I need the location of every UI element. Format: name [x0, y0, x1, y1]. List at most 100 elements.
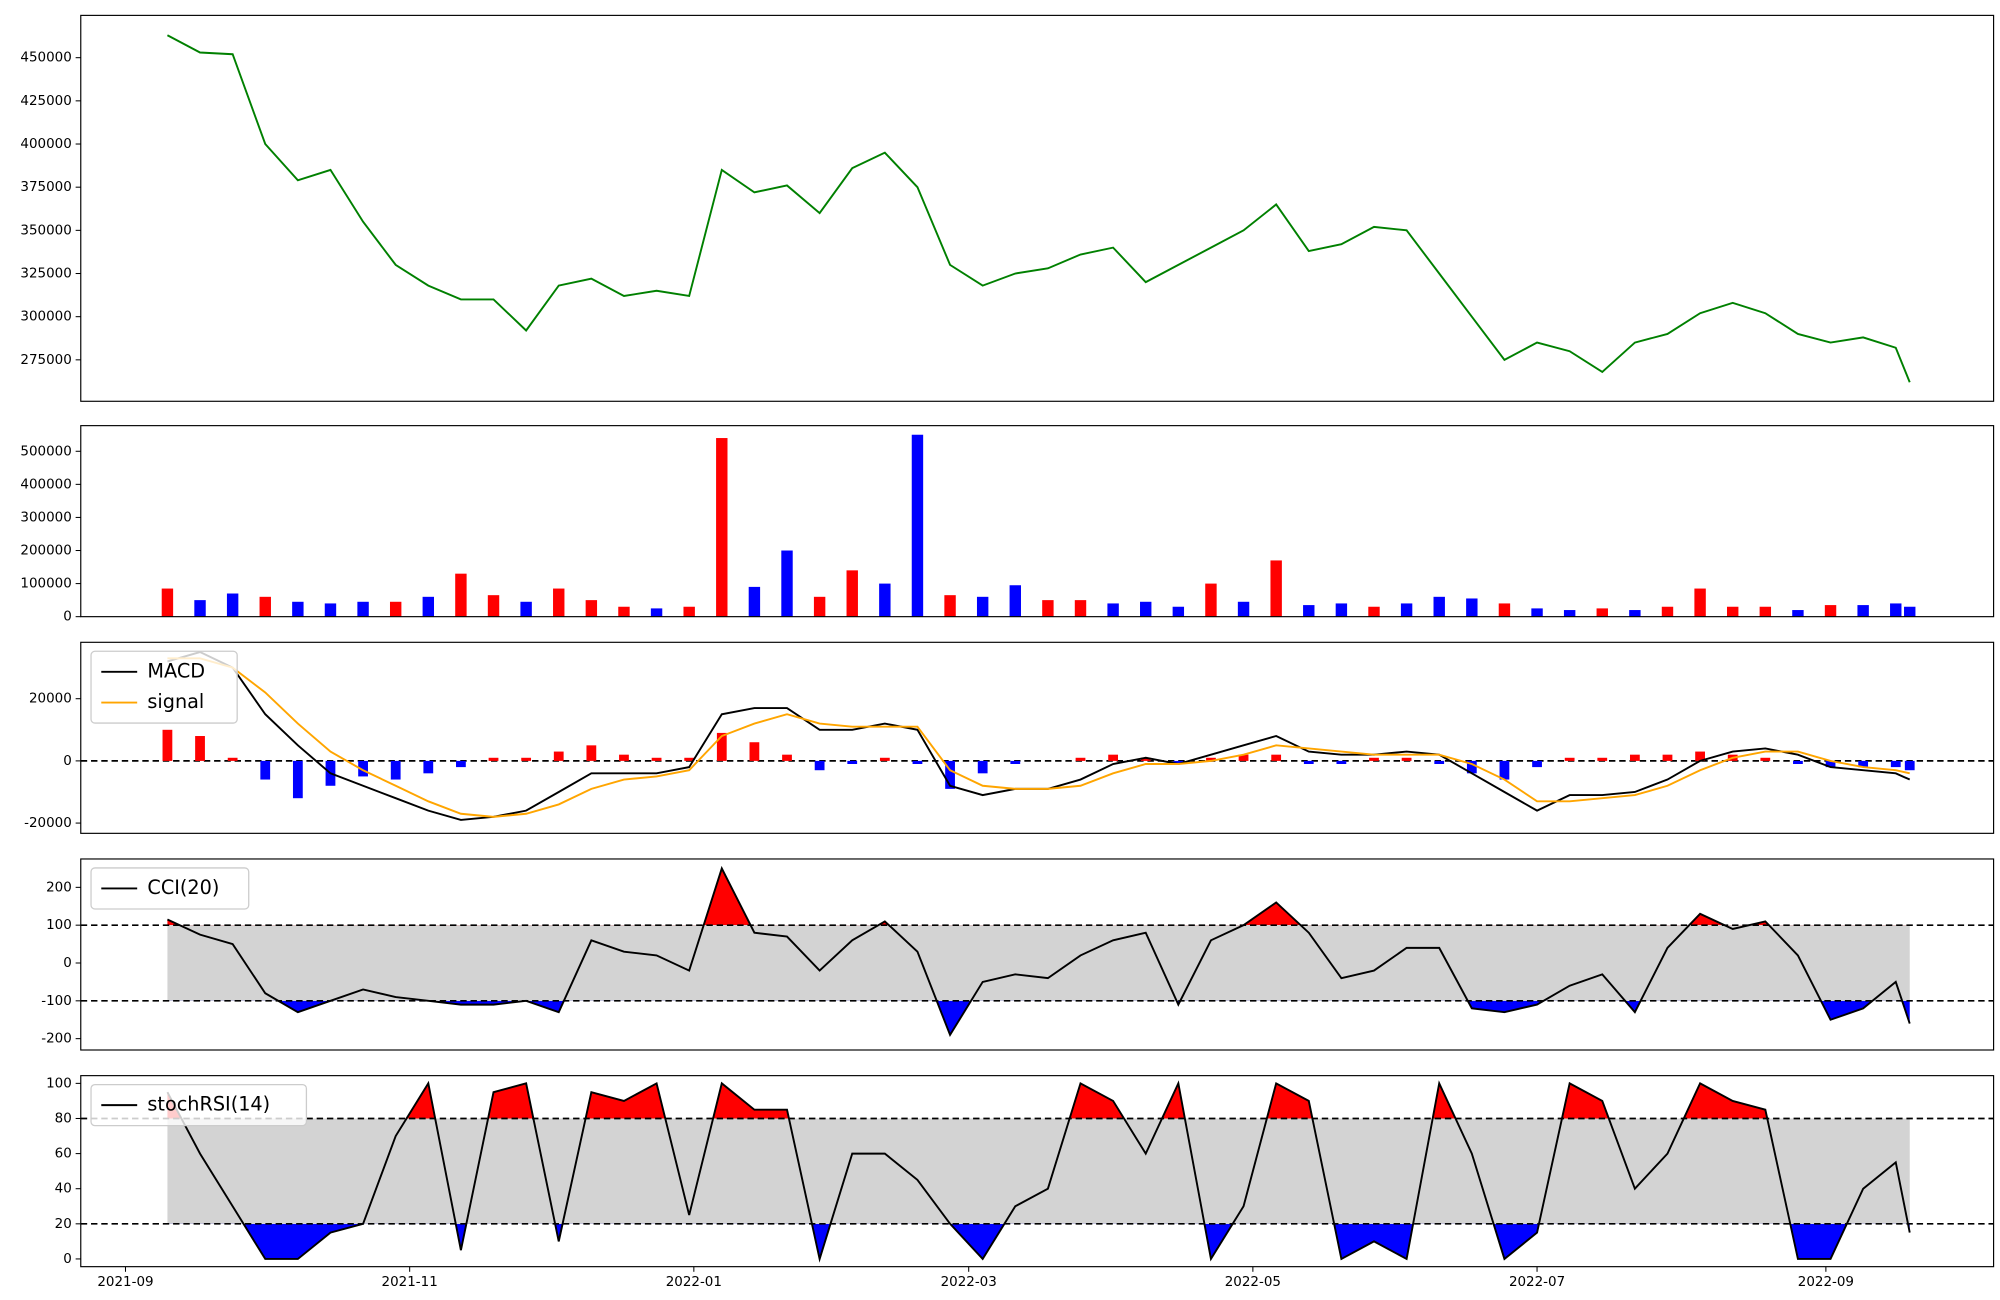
- volume-bar: [1270, 560, 1282, 617]
- volume-bar: [1303, 605, 1315, 617]
- volume-bar: [292, 601, 304, 617]
- volume-bar: [1596, 608, 1608, 617]
- volume-bar: [194, 600, 206, 617]
- histogram-bar: [1532, 760, 1542, 768]
- panel-frame: [80, 641, 1995, 834]
- x-tick-label: 2022-05: [1225, 1275, 1281, 1290]
- volume-bar: [1205, 583, 1217, 617]
- volume-bar: [781, 550, 793, 617]
- y-tick-label: 300000: [20, 510, 71, 525]
- volume-bar: [748, 586, 761, 617]
- volume-bar: [813, 596, 826, 617]
- histogram-bar: [227, 757, 238, 761]
- histogram-bar: [358, 760, 368, 777]
- histogram-bar: [390, 760, 401, 780]
- price-line: [166, 34, 1911, 383]
- y-tick-label: 100: [46, 918, 72, 933]
- histogram-bar: [814, 760, 825, 771]
- volume-bar: [1107, 603, 1119, 617]
- y-tick-label: 80: [55, 1111, 72, 1126]
- indicator-line: [167, 651, 1911, 821]
- volume-bar: [1466, 598, 1478, 617]
- volume-bar: [520, 601, 532, 617]
- histogram-bar: [684, 757, 695, 761]
- legend-box: [90, 1083, 308, 1127]
- volume-bar: [1140, 601, 1152, 617]
- histogram-bar: [162, 729, 173, 761]
- histogram-bar: [716, 732, 727, 761]
- panel-frame: [80, 14, 1995, 402]
- legend: CCI(20): [90, 867, 250, 910]
- plot-area: [80, 865, 1994, 1038]
- histogram-bar: [1793, 760, 1803, 764]
- y-tick-label: 0: [63, 754, 72, 769]
- panel-frame: [80, 858, 1995, 1051]
- volume-bar: [1335, 603, 1348, 617]
- volume-bar: [716, 438, 728, 617]
- neutral-band: [167, 925, 1910, 1001]
- histogram-bar: [586, 745, 597, 761]
- volume-bar: [1172, 606, 1185, 617]
- panel: -200 -100 0 100 200: [41, 858, 1995, 1051]
- histogram-bar: [456, 760, 466, 768]
- volume-bar: [389, 601, 402, 617]
- panel: 0 100000 200000 300000 400000 500000: [20, 425, 1995, 625]
- x-tick-label: 2021-09: [97, 1275, 153, 1290]
- histogram-bar: [1336, 760, 1347, 764]
- y-tick-label: 20: [55, 1217, 72, 1232]
- legend-box: [90, 867, 250, 910]
- volume-bar: [1531, 608, 1543, 617]
- histogram-bar: [1629, 754, 1640, 761]
- plot-area: [161, 434, 1916, 617]
- x-tick-label: 2022-07: [1509, 1275, 1565, 1290]
- histogram-bar: [1695, 751, 1705, 761]
- volume-bar: [1629, 610, 1641, 617]
- histogram-bar: [651, 757, 662, 761]
- histogram-bar: [1858, 760, 1869, 768]
- volume-bar: [1904, 606, 1916, 617]
- y-tick-label: 300000: [20, 310, 71, 325]
- histogram-bar: [292, 760, 303, 799]
- volume-bar: [422, 596, 435, 617]
- legend-box: [90, 650, 238, 724]
- x-tick-label: 2022-03: [941, 1275, 997, 1290]
- histogram-bar: [619, 754, 629, 761]
- histogram-bar: [1904, 760, 1915, 771]
- y-tick-label: 100: [46, 1076, 72, 1091]
- histogram-bar: [1075, 757, 1086, 761]
- y-tick-label: 375000: [20, 180, 71, 195]
- y-tick-label: 400000: [20, 477, 71, 492]
- volume-bar: [846, 570, 858, 617]
- volume-bar: [585, 600, 598, 617]
- y-tick-label: 200: [46, 880, 72, 895]
- plot-area: [80, 1080, 1994, 1263]
- histogram-bar: [1271, 754, 1282, 761]
- legend-label: signal: [147, 690, 204, 713]
- volume-bar: [487, 595, 500, 617]
- y-tick-label: 100000: [20, 577, 71, 592]
- x-tick-label: 2022-09: [1798, 1275, 1854, 1290]
- plot-area: [80, 651, 1994, 821]
- y-tick-label: 0: [63, 610, 72, 625]
- volume-bar: [259, 596, 271, 617]
- histogram-bar: [879, 757, 890, 761]
- panel-frame: [80, 425, 1995, 618]
- volume-bar: [553, 588, 565, 617]
- volume-bar: [1727, 606, 1739, 617]
- volume-bar: [1009, 585, 1021, 617]
- volume-bar: [650, 608, 663, 617]
- y-tick-label: 200000: [20, 544, 71, 559]
- y-tick-label: 450000: [20, 51, 71, 66]
- volume-bar: [226, 593, 239, 617]
- x-tick-label: 2022-01: [666, 1275, 722, 1290]
- y-tick-label: -200: [41, 1032, 72, 1047]
- volume-bar: [944, 595, 956, 617]
- panel: 275000 300000 325000 350000 375000 400000 4250…: [20, 14, 1995, 402]
- panel: 0 20 40 60 80 100 2021-09 2021-11 2022-01 2022-03…: [46, 1075, 1995, 1290]
- panel: -20000 0 20000: [24, 641, 1995, 834]
- volume-bar: [1857, 605, 1869, 617]
- volume-bar: [1694, 588, 1706, 617]
- legend: MACD signal: [90, 650, 238, 724]
- neutral-band: [167, 1118, 1910, 1224]
- histogram-bar: [977, 760, 988, 774]
